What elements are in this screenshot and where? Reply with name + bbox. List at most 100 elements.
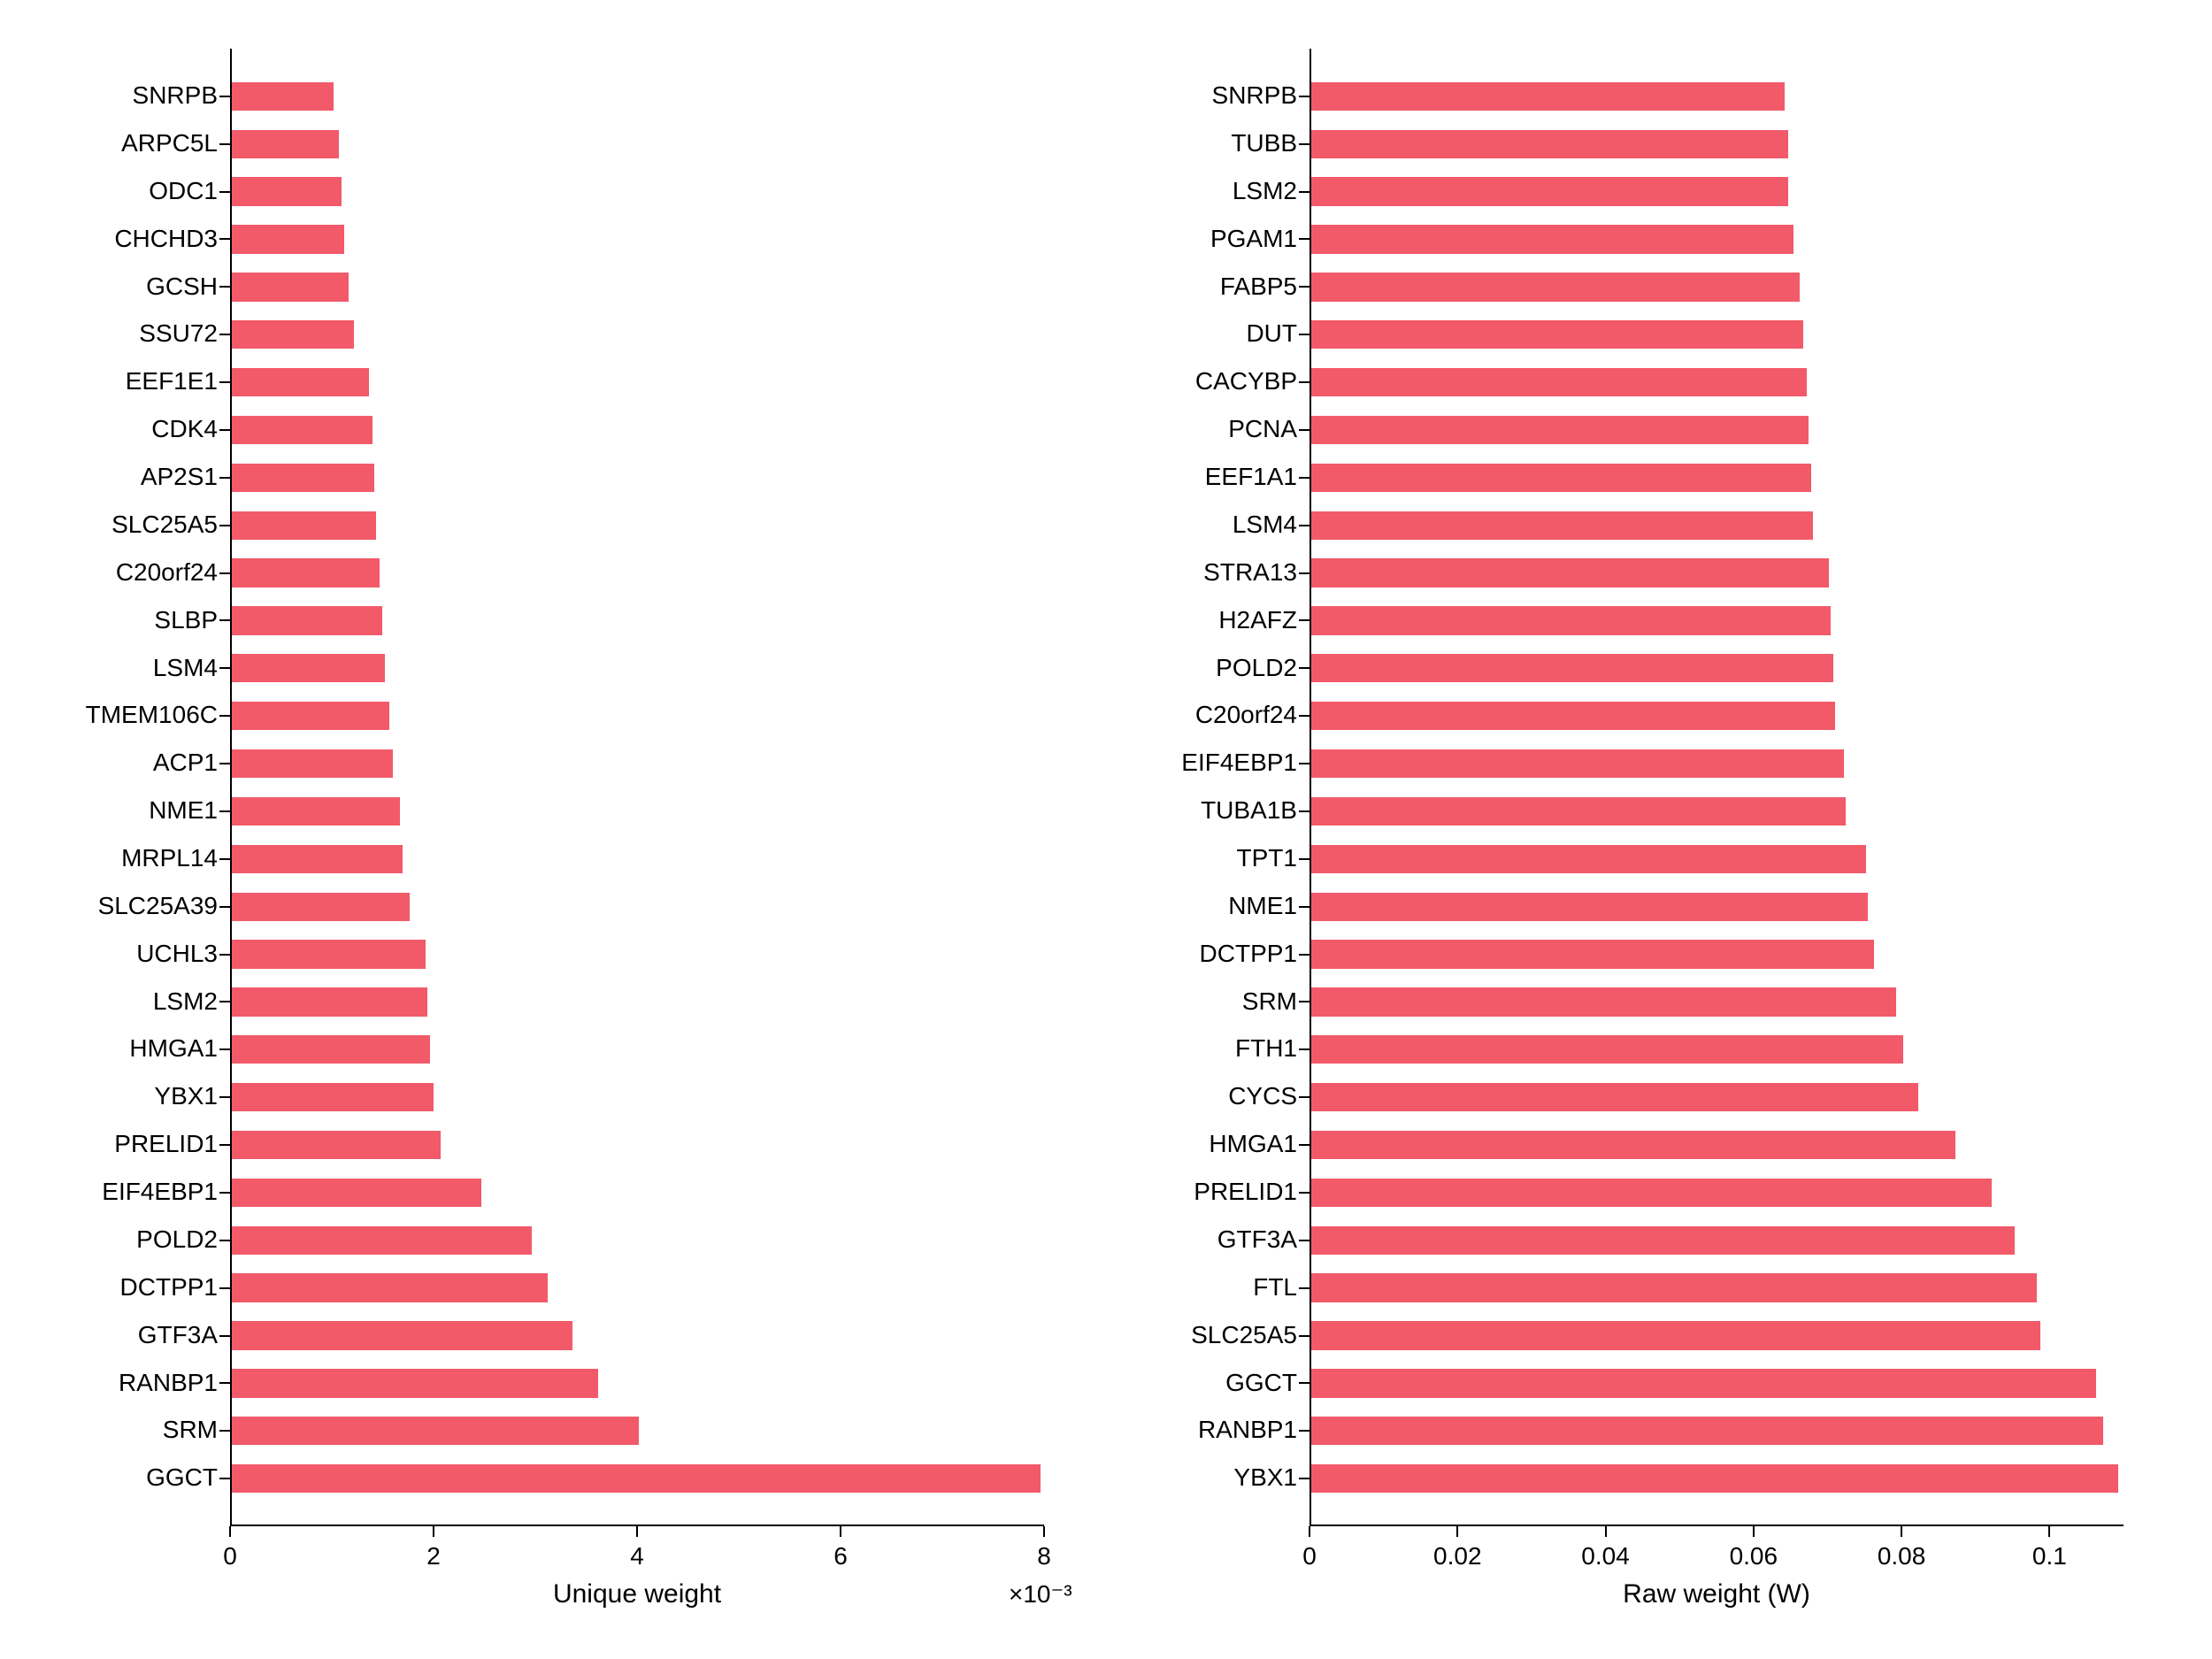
right-category-label: LSM2 (1233, 177, 1297, 205)
right-category-label: PGAM1 (1210, 225, 1297, 253)
right-category-label: PRELID1 (1194, 1178, 1297, 1206)
right-xtick-label: 0 (1302, 1542, 1317, 1571)
right-ytick (1299, 1478, 1310, 1479)
right-ytick (1299, 1192, 1310, 1194)
right-category-label: EEF1A1 (1205, 463, 1297, 491)
figure: SNRPBARPC5LODC1CHCHD3GCSHSSU72EEF1E1CDK4… (0, 0, 2212, 1659)
right-xtick-label: 0.1 (2032, 1542, 2067, 1571)
right-category-label: FABP5 (1220, 273, 1297, 301)
right-category-label: GGCT (1225, 1369, 1297, 1397)
right-ytick (1299, 619, 1310, 621)
right-bar (1311, 464, 1811, 492)
right-bar (1311, 130, 1788, 158)
right-category-label: TUBA1B (1201, 796, 1297, 825)
right-category-label: CACYBP (1195, 367, 1297, 396)
right-bar (1311, 749, 1844, 778)
right-ytick (1299, 1335, 1310, 1337)
right-bar (1311, 987, 1896, 1016)
right-ytick (1299, 572, 1310, 574)
right-bar (1311, 1131, 1955, 1159)
right-category-label: PCNA (1228, 415, 1297, 443)
right-ytick (1299, 1001, 1310, 1002)
right-ytick (1299, 238, 1310, 240)
right-category-label: SRM (1242, 987, 1297, 1016)
right-bar (1311, 797, 1846, 826)
right-bar (1311, 940, 1874, 968)
right-category-label: RANBP1 (1198, 1416, 1297, 1444)
right-xtick-label: 0.08 (1878, 1542, 1926, 1571)
right-bar (1311, 606, 1831, 634)
right-xtick-label: 0.06 (1730, 1542, 1778, 1571)
right-panel: SNRPB TUBB LSM2 PGAM1 FABP5 DUT CACYBP PCNA EEF1… (0, 0, 2212, 1659)
right-bar (1311, 702, 1835, 730)
right-bar (1311, 845, 1866, 873)
right-ytick (1299, 906, 1310, 908)
right-category-label: SNRPB (1212, 81, 1297, 110)
right-ytick (1299, 1240, 1310, 1241)
right-ytick (1299, 1096, 1310, 1098)
right-ytick (1299, 191, 1310, 193)
right-bar (1311, 1179, 1992, 1207)
right-bar (1311, 1369, 2096, 1397)
right-category-label: LSM4 (1233, 511, 1297, 539)
right-ytick (1299, 1382, 1310, 1384)
right-ytick (1299, 334, 1310, 335)
right-bar (1311, 225, 1793, 253)
right-xtick (1456, 1526, 1458, 1537)
right-bar (1311, 1464, 2118, 1493)
right-bar (1311, 177, 1788, 205)
right-category-label: NME1 (1228, 892, 1297, 920)
right-ytick (1299, 763, 1310, 764)
right-ytick (1299, 381, 1310, 383)
right-category-label: EIF4EBP1 (1181, 749, 1297, 777)
right-ytick (1299, 810, 1310, 812)
right-category-label: CYCS (1228, 1082, 1297, 1110)
right-bar (1311, 368, 1807, 396)
right-category-label: FTL (1253, 1273, 1297, 1302)
right-ytick (1299, 477, 1310, 479)
right-ytick (1299, 954, 1310, 956)
right-category-label: STRA13 (1203, 558, 1297, 587)
right-bar (1311, 82, 1785, 111)
right-category-label: YBX1 (1233, 1463, 1297, 1492)
right-ytick (1299, 429, 1310, 431)
right-category-label: HMGA1 (1209, 1130, 1297, 1158)
right-xtick (1605, 1526, 1607, 1537)
right-xtick (2048, 1526, 2050, 1537)
right-ytick (1299, 1430, 1310, 1432)
right-category-label: SLC25A5 (1191, 1321, 1297, 1349)
right-ytick (1299, 286, 1310, 288)
right-category-label: DUT (1246, 319, 1297, 348)
right-ytick (1299, 1287, 1310, 1289)
right-ytick (1299, 858, 1310, 860)
right-bar (1311, 273, 1800, 301)
right-category-label: TUBB (1231, 129, 1297, 157)
right-bar (1311, 1083, 1918, 1111)
right-category-label: GTF3A (1217, 1225, 1297, 1254)
right-bar (1311, 1417, 2103, 1445)
right-category-label: POLD2 (1216, 654, 1297, 682)
right-bar (1311, 511, 1813, 540)
right-ytick (1299, 1048, 1310, 1050)
right-category-label: TPT1 (1237, 844, 1297, 872)
right-xtick (1753, 1526, 1755, 1537)
right-xlabel: Raw weight (W) (1623, 1579, 1810, 1609)
right-plot-area (1310, 49, 2124, 1526)
right-bar (1311, 1321, 2040, 1349)
right-ytick (1299, 1144, 1310, 1146)
right-bar (1311, 320, 1803, 349)
right-category-label: C20orf24 (1195, 701, 1297, 729)
right-bar (1311, 654, 1833, 682)
right-category-label: H2AFZ (1218, 606, 1297, 634)
right-xtick (1309, 1526, 1310, 1537)
right-ytick (1299, 96, 1310, 97)
right-ytick (1299, 143, 1310, 145)
right-category-label: DCTPP1 (1200, 940, 1297, 968)
right-bar (1311, 416, 1809, 444)
right-bar (1311, 1226, 2015, 1255)
right-xtick (1901, 1526, 1902, 1537)
right-bar (1311, 1273, 2037, 1302)
right-ytick (1299, 667, 1310, 669)
right-bar (1311, 558, 1829, 587)
right-category-label: FTH1 (1235, 1034, 1297, 1063)
